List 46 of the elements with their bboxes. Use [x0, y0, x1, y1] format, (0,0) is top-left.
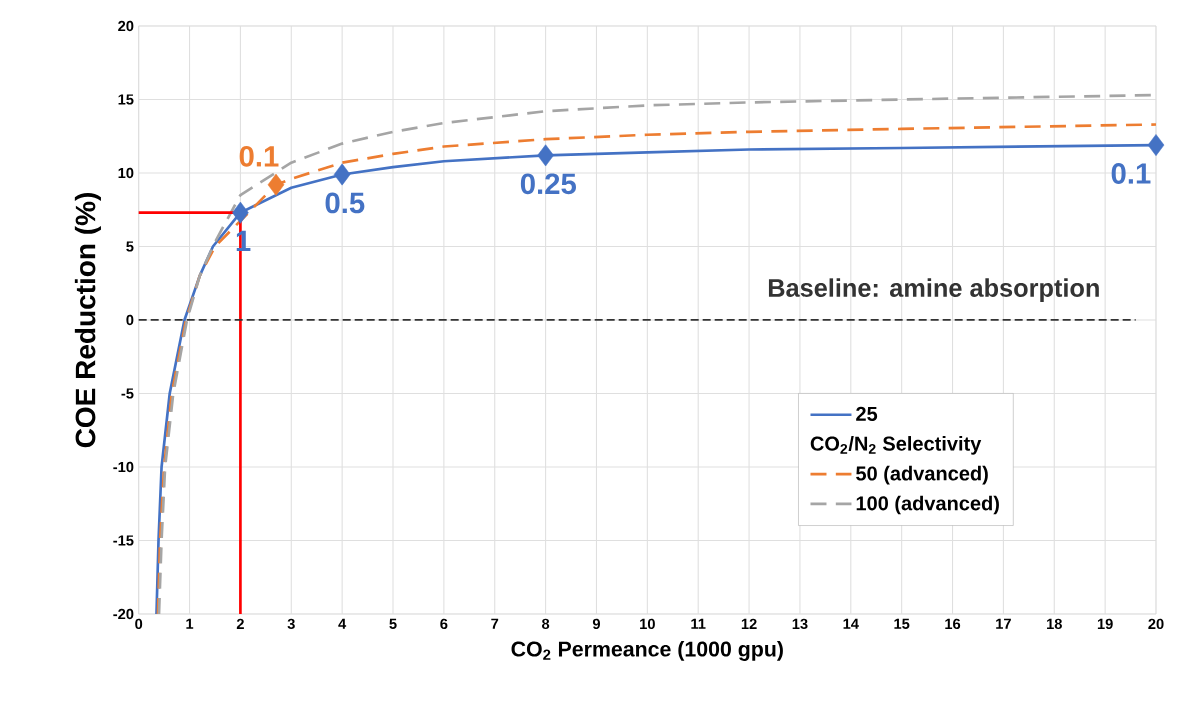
x-tick-label: 10: [640, 618, 655, 630]
legend-label: 25: [856, 406, 878, 421]
y-tick-label: 20: [118, 20, 134, 32]
x-tick-label: 12: [741, 618, 757, 629]
x-tick-label: 18: [1047, 618, 1062, 630]
x-tick-label: 20: [1148, 618, 1164, 630]
x-tick-label: 9: [592, 618, 600, 630]
x-tick-label: 14: [843, 618, 859, 629]
point: [1147, 134, 1165, 156]
x-tick-label: 3: [287, 618, 295, 630]
y-tick-label: -5: [121, 388, 134, 399]
point: [267, 173, 285, 196]
y-tick-label: -10: [113, 461, 134, 473]
x-tick-label: 6: [440, 618, 448, 630]
legend-label: 100 (advanced): [856, 495, 999, 515]
point: [333, 163, 351, 186]
y-tick-label: -20: [113, 608, 134, 620]
x-tick-label: 0: [135, 618, 143, 630]
point: [232, 201, 249, 224]
x-tick-label: 19: [1097, 618, 1113, 630]
y-tick-label: -15: [113, 535, 134, 546]
annotation: 0.1: [239, 145, 279, 167]
x-tick-label: 7: [491, 618, 499, 629]
x-axis-title: CO$_{2}$ Permeance (1000 gpu): [511, 640, 783, 661]
x-tick-label: 8: [541, 618, 550, 630]
y-tick-label: 5: [126, 241, 134, 252]
x-tick-label: 16: [945, 618, 961, 630]
legend-label: 50 (advanced): [856, 465, 988, 485]
x-tick-label: 17: [996, 618, 1011, 629]
y-tick-label: 10: [118, 167, 134, 179]
x-tick-label: 4: [338, 618, 347, 629]
y-axis-title: COE Reduction (%): [74, 193, 101, 448]
x-tick-label: 2: [236, 618, 244, 629]
point: [537, 144, 554, 167]
y-tick-label: 15: [118, 94, 134, 105]
x-tick-label: 11: [691, 618, 706, 629]
x-tick-label: 13: [792, 618, 808, 630]
annotation: 0.1: [1111, 163, 1151, 184]
x-tick-label: 1: [186, 618, 194, 629]
x-tick-label: 15: [894, 618, 910, 629]
annotation: 0.5: [325, 192, 365, 214]
legend-title: CO$_{2}$/N$_{2}$ Selectivity: [810, 436, 982, 455]
ref-line-label: Baseline: amine absorption: [768, 278, 1099, 302]
annotation: 0.25: [520, 173, 576, 195]
x-tick-label: 5: [389, 618, 397, 629]
y-tick-label: 0: [126, 314, 134, 326]
